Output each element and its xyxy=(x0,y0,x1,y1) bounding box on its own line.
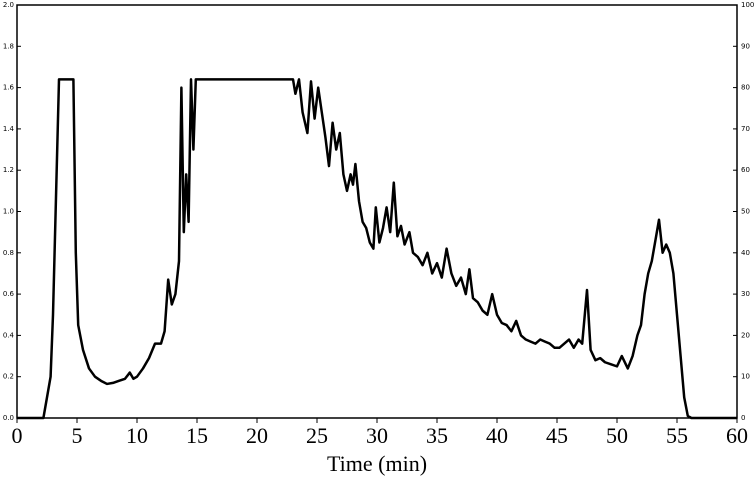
y-tick-label: 1.8 xyxy=(3,42,14,50)
y-tick-label: 1.0 xyxy=(3,208,14,216)
y2-tick-label: 80 xyxy=(741,84,750,92)
y2-tick-label: 40 xyxy=(741,249,750,257)
x-tick-label: 55 xyxy=(666,423,688,448)
x-tick-label: 50 xyxy=(606,423,628,448)
x-tick-label: 60 xyxy=(726,423,748,448)
y2-tick-label: 100 xyxy=(741,1,754,9)
x-tick-label: 25 xyxy=(306,423,328,448)
x-tick-label: 20 xyxy=(246,423,268,448)
y-tick-label: 1.4 xyxy=(3,125,15,133)
x-tick-label: 45 xyxy=(546,423,568,448)
x-tick-label: 0 xyxy=(12,423,23,448)
x-tick-label: 40 xyxy=(486,423,508,448)
y2-tick-label: 10 xyxy=(741,373,750,381)
x-tick-label: 35 xyxy=(426,423,448,448)
x-tick-label: 30 xyxy=(366,423,388,448)
y-tick-label: 1.6 xyxy=(3,84,15,92)
y2-tick-label: 90 xyxy=(741,42,750,50)
y2-tick-label: 60 xyxy=(741,166,750,174)
trace-line xyxy=(17,78,737,420)
y2-tick-label: 50 xyxy=(741,208,750,216)
y-tick-label: 0.4 xyxy=(3,331,15,339)
y-tick-label: 0.0 xyxy=(3,414,14,422)
x-tick-label: 15 xyxy=(186,423,208,448)
x-tick-label: 5 xyxy=(72,423,83,448)
y2-tick-label: 20 xyxy=(741,331,750,339)
y-tick-label: 0.2 xyxy=(3,373,14,381)
y-tick-label: 2.0 xyxy=(3,1,14,9)
y2-tick-label: 70 xyxy=(741,125,750,133)
y-tick-label: 1.2 xyxy=(3,166,14,174)
y2-tick-label: 0 xyxy=(741,414,745,422)
y-tick-label: 0.6 xyxy=(3,290,15,298)
x-tick-label: 10 xyxy=(126,423,148,448)
y-tick-label: 0.8 xyxy=(3,249,14,257)
x-axis-label: Time (min) xyxy=(327,451,427,476)
y2-tick-label: 30 xyxy=(741,290,750,298)
